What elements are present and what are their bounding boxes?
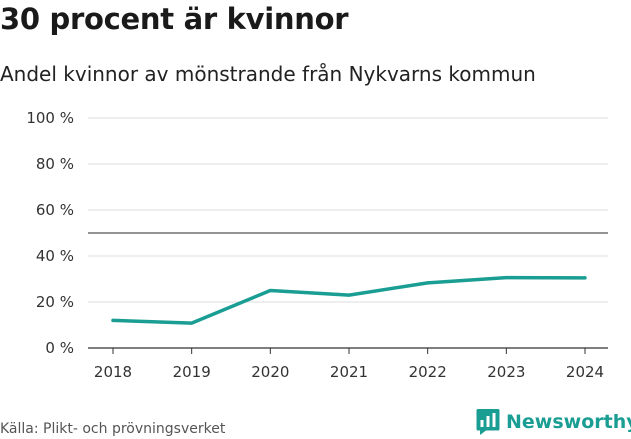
x-axis-ticks	[112, 348, 586, 354]
y-tick-label-20: 20 %	[36, 293, 74, 311]
x-tick-label-2020: 2020	[251, 363, 289, 381]
series-group	[111, 275, 587, 325]
data-point-2021	[347, 293, 351, 297]
data-point-2020	[268, 289, 272, 292]
data-point-2018	[111, 318, 115, 322]
brand-name: Newsworthy	[506, 410, 631, 433]
series-line-0	[111, 275, 587, 325]
x-tick-label-2023: 2023	[487, 363, 525, 381]
brand-logo: Newsworthy	[476, 408, 631, 435]
x-axis-labels: 2018 2019 2020 2021 2022 2023 2024	[94, 363, 604, 381]
y-tick-label-40: 40 %	[36, 247, 74, 265]
bar-chart-icon	[476, 409, 500, 435]
y-tick-label-60: 60 %	[36, 201, 74, 219]
x-tick-label-2024: 2024	[566, 363, 604, 381]
source-note: Källa: Plikt- och prövningsverket	[0, 421, 226, 437]
y-axis-labels: 0 % 20 % 40 % 60 % 80 % 100 %	[26, 109, 74, 357]
x-tick-label-2019: 2019	[173, 363, 211, 381]
x-tick-label-2022: 2022	[409, 363, 447, 381]
data-point-2023	[504, 276, 508, 280]
y-tick-label-100: 100 %	[26, 109, 74, 127]
x-tick-label-2018: 2018	[94, 363, 132, 381]
data-point-2024	[583, 276, 587, 280]
x-tick-label-2021: 2021	[330, 363, 368, 381]
chart-subtitle: Andel kvinnor av mönstrande från Nykvarn…	[0, 62, 536, 86]
y-tick-label-80: 80 %	[36, 155, 74, 173]
data-point-2022	[426, 281, 430, 285]
data-point-2019	[190, 321, 194, 325]
y-tick-label-0: 0 %	[45, 339, 74, 357]
line-chart: 0 % 20 % 40 % 60 % 80 % 100 % 2018 2019 2020 202…	[26, 109, 608, 381]
chart-title: 30 procent är kvinnor	[0, 2, 349, 36]
grid-lines	[88, 117, 608, 349]
